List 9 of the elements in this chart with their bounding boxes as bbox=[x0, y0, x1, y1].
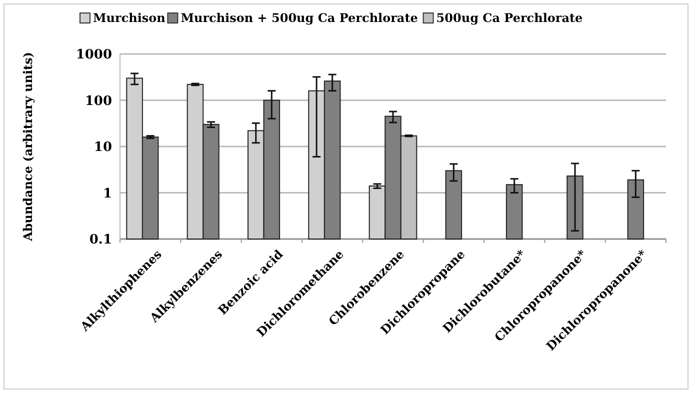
y-tick-label: 100 bbox=[84, 94, 112, 109]
y-tick-label: 10 bbox=[94, 140, 112, 156]
legend-label: 500ug Ca Perchlorate bbox=[436, 11, 584, 25]
legend-label: Murchison + 500ug Ca Perchlorate bbox=[180, 11, 418, 25]
y-axis-title: Abundance (arbitrary units) bbox=[21, 52, 35, 242]
y-tick-label: 1 bbox=[102, 186, 112, 202]
y-tick-label: 1000 bbox=[76, 48, 112, 63]
legend-label: Murchison bbox=[93, 11, 166, 25]
y-tick-label: 0.1 bbox=[89, 232, 112, 248]
